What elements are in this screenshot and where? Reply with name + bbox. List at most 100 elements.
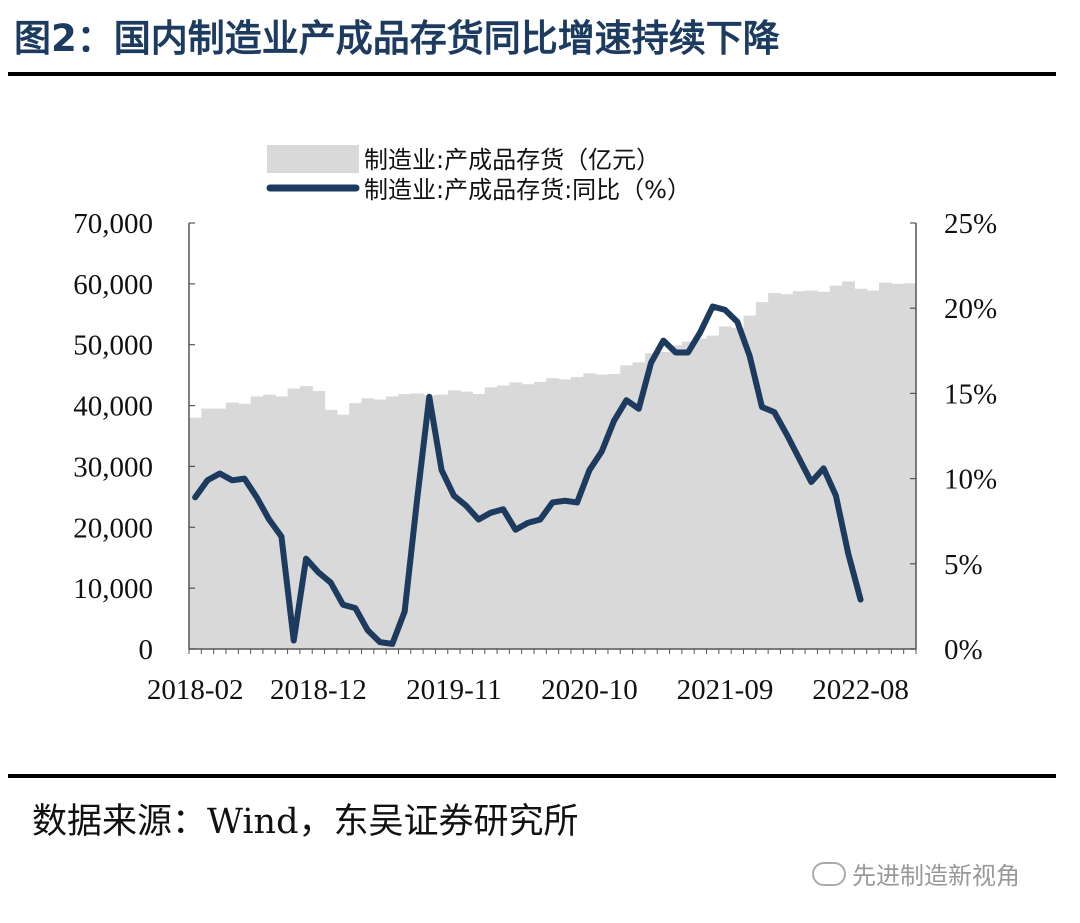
wechat-icon (812, 862, 846, 886)
inventory-bar-43 (718, 326, 732, 649)
yoy-point-5 (254, 494, 260, 500)
yoy-point-45 (747, 353, 753, 359)
yoy-point-39 (673, 349, 679, 356)
right-tick-label-1: 5% (944, 549, 983, 581)
yoy-point-40 (685, 349, 691, 356)
inventory-bar-8 (287, 388, 301, 649)
inventory-bar-1 (201, 408, 215, 649)
inventory-bar-21 (447, 390, 461, 649)
inventory-bar-58 (903, 283, 917, 649)
footer-divider (8, 774, 1056, 778)
inventory-bar-42 (706, 335, 720, 649)
inventory-bar-31 (570, 376, 584, 649)
yoy-point-0 (192, 494, 198, 500)
legend: 制造业:产成品存货（亿元） 制造业:产成品存货:同比（%） (266, 145, 691, 204)
yoy-point-19 (426, 394, 432, 400)
yoy-point-7 (278, 533, 285, 540)
inventory-bar-12 (336, 414, 350, 649)
inventory-bar-52 (829, 285, 843, 649)
inventory-bar-14 (361, 398, 375, 649)
inventory-bar-27 (521, 384, 535, 649)
yoy-point-20 (439, 467, 445, 473)
yoy-point-38 (660, 337, 667, 344)
left-tick-label-7: 70,000 (73, 208, 153, 240)
inventory-bar-24 (484, 387, 498, 649)
yoy-point-50 (808, 479, 814, 485)
legend-area-swatch (267, 145, 359, 173)
yoy-point-54 (857, 596, 864, 603)
inventory-bar-46 (755, 302, 769, 649)
yoy-point-34 (611, 418, 617, 424)
yoy-point-15 (377, 639, 383, 645)
inventory-bar-0 (189, 417, 202, 649)
yoy-point-47 (771, 409, 777, 415)
inventory-area-layer (189, 281, 917, 649)
yoy-point-53 (845, 550, 851, 557)
yoy-point-43 (722, 307, 728, 313)
inventory-bar-29 (546, 378, 560, 649)
inventory-bar-55 (866, 290, 880, 649)
inventory-bar-9 (299, 386, 313, 649)
yoy-point-42 (710, 303, 716, 310)
yoy-point-26 (512, 527, 519, 533)
inventory-bar-22 (460, 391, 473, 649)
watermark-label: 先进制造新视角 (852, 862, 1020, 890)
x-tick-label-1: 2018-12 (270, 674, 367, 706)
inventory-bar-3 (225, 402, 239, 649)
yoy-point-28 (537, 516, 543, 523)
inventory-bar-49 (792, 291, 806, 649)
yoy-point-51 (820, 465, 827, 471)
inventory-bar-44 (731, 327, 745, 649)
yoy-point-4 (241, 476, 248, 482)
inventory-bar-13 (349, 403, 363, 649)
left-tick-label-2: 20,000 (73, 512, 153, 544)
inventory-bar-15 (373, 399, 387, 649)
inventory-bar-41 (694, 338, 708, 649)
yoy-point-10 (315, 569, 321, 575)
inventory-bar-19 (423, 395, 437, 649)
yoy-point-49 (796, 455, 802, 461)
inventory-bar-26 (509, 382, 523, 649)
page-title: 图2：国内制造业产成品存货同比增速持续下降 (14, 17, 780, 60)
yoy-point-8 (291, 637, 297, 644)
yoy-point-29 (549, 499, 556, 506)
left-tick-label-6: 60,000 (73, 269, 153, 301)
yoy-point-33 (599, 448, 605, 454)
legend-line-label: 制造业:产成品存货:同比（%） (364, 176, 691, 204)
yoy-point-27 (525, 520, 531, 526)
yoy-point-25 (500, 506, 506, 512)
yoy-point-13 (352, 605, 358, 611)
yoy-point-48 (784, 431, 790, 437)
yoy-point-18 (414, 498, 420, 504)
inventory-bar-30 (558, 379, 572, 649)
yoy-point-32 (586, 467, 593, 473)
inventory-bar-34 (607, 373, 621, 649)
axis-layer: 0 10,000 20,000 30,000 40,000 50,000 60,000 70,… (73, 208, 997, 706)
watermark: 先进制造新视角 (812, 856, 1020, 891)
inventory-bar-50 (805, 290, 819, 649)
left-tick-label-3: 30,000 (73, 451, 153, 483)
inventory-bar-10 (312, 390, 326, 649)
inventory-bar-37 (644, 353, 658, 649)
yoy-point-1 (204, 477, 211, 483)
yoy-point-31 (574, 499, 580, 506)
yoy-point-41 (697, 329, 703, 335)
inventory-bar-56 (879, 282, 892, 649)
left-tick-label-1: 10,000 (73, 573, 153, 605)
inventory-bar-38 (657, 352, 671, 649)
yoy-point-35 (623, 397, 630, 403)
x-tick-label-5: 2022-08 (812, 674, 909, 706)
yoy-point-44 (734, 319, 740, 325)
right-tick-label-2: 10% (944, 464, 997, 496)
yoy-point-2 (217, 470, 223, 477)
inventory-bar-11 (324, 409, 338, 649)
yoy-point-21 (451, 493, 457, 499)
yoy-point-11 (328, 579, 334, 586)
legend-area-label: 制造业:产成品存货（亿元） (364, 146, 660, 174)
inventory-bar-53 (842, 281, 855, 649)
inventory-bar-39 (669, 345, 683, 649)
right-tick-label-3: 15% (944, 378, 997, 410)
yoy-point-6 (266, 516, 272, 523)
right-tick-label-0: 0% (944, 634, 983, 666)
right-tick-label-4: 20% (944, 293, 997, 325)
